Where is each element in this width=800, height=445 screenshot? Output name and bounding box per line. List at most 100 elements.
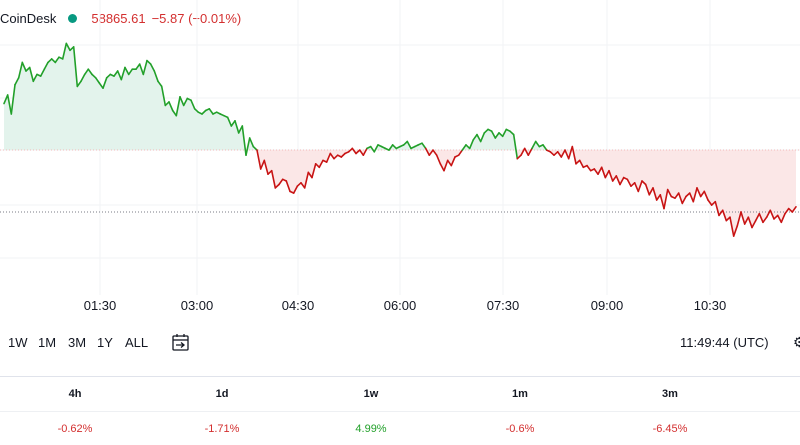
price-segment-19 — [72, 46, 79, 88]
range-button-1y[interactable]: 1Y — [97, 335, 113, 350]
price-segment-110 — [406, 140, 412, 150]
performance-change-3m: -6.45% — [652, 423, 688, 435]
price-segment-83 — [307, 171, 313, 179]
price-segment-121 — [446, 159, 453, 167]
price-segment-89 — [329, 152, 335, 160]
price-segment-16 — [61, 42, 68, 60]
price-segment-48 — [179, 96, 185, 107]
price-segment-61 — [226, 116, 233, 127]
price-segment-179 — [659, 194, 665, 210]
price-segment-95 — [351, 147, 357, 155]
performance-period-4h: 4h — [68, 388, 82, 400]
price-segment-34 — [127, 68, 134, 76]
price-segment-194 — [714, 200, 720, 217]
price-segment-135 — [498, 132, 504, 138]
price-segment-124 — [457, 149, 464, 156]
price-segment-70 — [259, 159, 266, 170]
price-segment-41 — [153, 70, 159, 83]
legend-price-change: −5.87 (−0.01%) — [151, 10, 242, 26]
price-segment-149 — [549, 151, 555, 156]
price-segment-151 — [556, 151, 563, 158]
price-segment-156 — [575, 159, 581, 165]
price-segment-188 — [692, 187, 698, 203]
price-segment-36 — [135, 63, 141, 70]
price-segment-143 — [527, 147, 533, 156]
price-segment-80 — [296, 182, 302, 187]
price-segment-144 — [531, 140, 537, 150]
price-segment-52 — [193, 108, 200, 113]
price-segment-45 — [168, 101, 174, 112]
performance-period-1d: 1d — [215, 388, 229, 400]
price-segment-203 — [747, 216, 753, 229]
price-segment-215 — [791, 206, 797, 213]
price-segment-200 — [736, 211, 742, 227]
price-segment-31 — [116, 70, 123, 81]
price-segment-180 — [663, 188, 669, 210]
price-segment-37 — [138, 63, 145, 76]
performance-period-1m: 1m — [512, 388, 528, 400]
price-segment-205 — [754, 212, 761, 222]
price-segment-120 — [443, 159, 449, 172]
price-segment-191 — [703, 190, 709, 201]
price-segment-175 — [644, 183, 651, 196]
price-segment-211 — [776, 214, 783, 224]
price-segment-176 — [648, 187, 654, 196]
price-segment-157 — [578, 159, 585, 169]
price-segment-184 — [677, 192, 684, 205]
price-segment-207 — [762, 216, 768, 224]
performance-period-3m: 3m — [662, 388, 678, 400]
price-segment-17 — [65, 42, 71, 52]
price-segment-119 — [439, 163, 445, 172]
price-segment-172 — [633, 182, 640, 193]
price-segment-84 — [311, 163, 317, 179]
price-segment-168 — [619, 176, 625, 186]
price-segment-51 — [190, 99, 196, 110]
price-segment-66 — [245, 137, 251, 156]
price-segment-101 — [373, 144, 379, 153]
price-segment-21 — [80, 73, 86, 83]
range-button-all[interactable]: ALL — [125, 335, 149, 350]
price-segment-32 — [120, 66, 126, 81]
price-segment-63 — [234, 120, 240, 134]
price-segment-187 — [688, 192, 695, 203]
price-segment-167 — [615, 175, 621, 186]
price-segment-133 — [490, 130, 497, 139]
price-segment-106 — [391, 144, 398, 150]
price-segment-25 — [94, 77, 101, 84]
price-segment-22 — [83, 68, 90, 76]
price-segment-189 — [696, 187, 702, 198]
price-segment-190 — [699, 190, 706, 198]
price-segment-20 — [76, 80, 82, 88]
price-segment-152 — [560, 149, 566, 158]
price-segment-116 — [428, 149, 434, 156]
price-segment-139 — [512, 133, 519, 160]
price-segment-196 — [721, 209, 728, 222]
range-button-3m[interactable]: 3M — [68, 335, 87, 350]
price-segment-14 — [54, 56, 60, 64]
price-segment-75 — [278, 178, 284, 186]
calendar-goto-icon[interactable] — [170, 331, 192, 353]
price-segment-3 — [14, 77, 20, 86]
price-segment-96 — [355, 149, 361, 155]
price-segment-65 — [241, 125, 247, 156]
performance-table: 4h -0.62% 1d -1.71% 1w 4.99% 1m -0.6% 3m -6.45% — [0, 378, 800, 444]
price-segment-141 — [520, 147, 526, 156]
range-button-1m[interactable]: 1M — [38, 335, 57, 350]
range-button-1w[interactable]: 1W — [8, 335, 28, 350]
price-segment-85 — [314, 163, 321, 169]
price-segment-49 — [182, 97, 189, 107]
price-segment-209 — [769, 209, 775, 220]
x-tick-label-6: 10:30 — [693, 298, 727, 313]
price-segment-11 — [43, 61, 49, 70]
price-segment-56 — [208, 108, 214, 115]
price-segment-114 — [421, 142, 427, 150]
price-segment-165 — [608, 169, 614, 182]
price-segment-177 — [652, 187, 658, 201]
price-segment-166 — [611, 175, 618, 182]
price-segment-82 — [303, 171, 310, 189]
price-segment-214 — [787, 207, 794, 213]
price-segment-8 — [32, 73, 38, 83]
price-segment-77 — [285, 180, 291, 193]
price-chart[interactable] — [0, 0, 800, 300]
gear-icon[interactable]: ⚙ — [793, 334, 800, 350]
